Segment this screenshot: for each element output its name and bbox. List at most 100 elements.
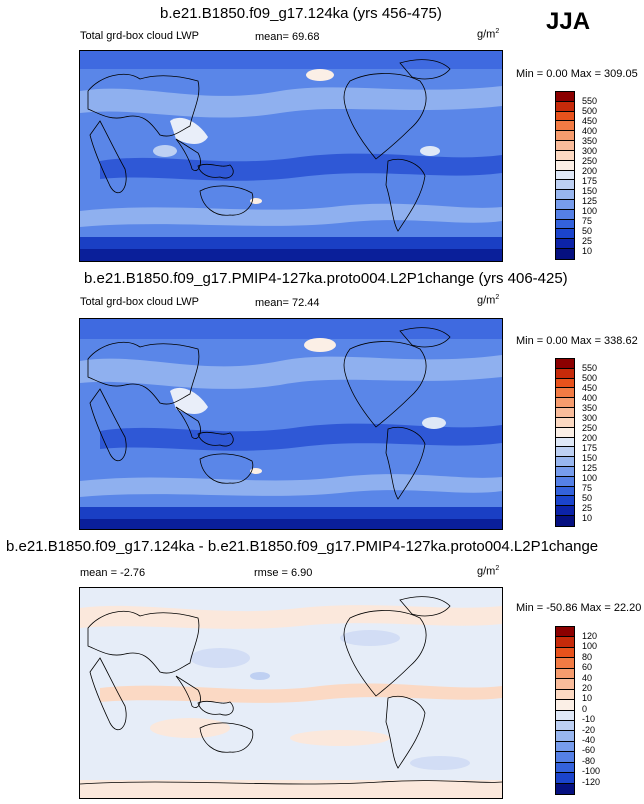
panel2-mean-value: 72.44 — [292, 297, 320, 309]
panel3-map-svg — [80, 588, 502, 798]
panel3-minmax: Min = -50.86 Max = 22.20 — [516, 602, 642, 614]
panel3-colorbar-labels: 120 100 80 60 40 20 10 0 -10 -20 -40 -60… — [582, 631, 622, 801]
panel2-colorbar-labels: 550 500 450 400 350 300 250 200 175 150 … — [582, 363, 622, 533]
colorbar-swatch — [556, 783, 574, 794]
panel2-units-exp: 2 — [495, 294, 500, 301]
colorbar-swatch — [556, 219, 574, 230]
panel2-legend-label: 75 — [582, 483, 593, 493]
colorbar-swatch — [556, 121, 574, 132]
panel1-legend-label: 500 — [582, 106, 598, 116]
panel1-legend-label: 150 — [582, 186, 598, 196]
panel3-mean: mean = -2.76 — [80, 567, 145, 579]
panel1-legend-label: 75 — [582, 216, 593, 226]
panel3-legend-label: -120 — [582, 776, 601, 787]
panel1-map — [79, 50, 503, 262]
panel3-legend-label: -80 — [582, 755, 596, 766]
panel2-legend-label: 125 — [582, 463, 598, 473]
panel3-legend-label: 10 — [582, 693, 593, 704]
panel1-legend-label: 200 — [582, 166, 598, 176]
colorbar-swatch — [556, 679, 574, 690]
panel2-map — [79, 318, 503, 530]
panel2-legend-label: 100 — [582, 473, 598, 483]
colorbar-swatch — [556, 368, 574, 379]
panel1-mean-label: mean= — [255, 31, 289, 43]
panel2-legend-label: 10 — [582, 513, 593, 523]
colorbar-swatch — [556, 637, 574, 648]
panel2-legend-label: 350 — [582, 403, 598, 413]
panel2-legend-label: 150 — [582, 453, 598, 463]
colorbar-swatch — [556, 773, 574, 784]
colorbar-swatch — [556, 506, 574, 516]
panel2-legend-label: 450 — [582, 383, 598, 393]
panel2-mean-label: mean= — [255, 297, 289, 309]
panel3-mean-label: mean = — [80, 567, 117, 579]
panel3-legend-label: 60 — [582, 662, 593, 673]
panel2-units: g/m2 — [477, 294, 499, 307]
colorbar-swatch — [556, 199, 574, 210]
panel3-legend-label: -60 — [582, 745, 596, 756]
panel1-legend-label: 400 — [582, 126, 598, 136]
colorbar-swatch — [556, 101, 574, 112]
panel1-legend-label: 125 — [582, 196, 598, 206]
panel3-title: b.e21.B1850.f09_g17.124ka - b.e21.B1850.… — [6, 538, 599, 555]
colorbar-swatch — [556, 160, 574, 171]
panel2-legend-label: 300 — [582, 413, 598, 423]
panel1-title: b.e21.B1850.f09_g17.124ka (yrs 456-475) — [160, 5, 442, 22]
panel2-units-base: g/m — [477, 294, 496, 307]
colorbar-swatch — [556, 378, 574, 389]
colorbar-swatch — [556, 710, 574, 721]
colorbar-swatch — [556, 700, 574, 711]
panel3-rmse-value: 6.90 — [291, 567, 313, 579]
panel1-legend-label: 175 — [582, 176, 598, 186]
panel1-units-base: g/m — [477, 28, 496, 41]
panel1-colorbar-labels: 550 500 450 400 350 300 250 200 175 150 … — [582, 96, 622, 266]
colorbar-swatch — [556, 486, 574, 497]
panel1-variable: Total grd-box cloud LWP — [80, 30, 200, 42]
colorbar-swatch — [556, 427, 574, 438]
colorbar-swatch — [556, 408, 574, 418]
panel2-title: b.e21.B1850.f09_g17.PMIP4-127ka.proto004… — [84, 270, 568, 287]
panel1-legend-label: 100 — [582, 206, 598, 216]
panel2-legend-label: 200 — [582, 433, 598, 443]
colorbar-swatch — [556, 239, 574, 249]
panel2-minmax: Min = 0.00 Max = 338.62 — [516, 335, 638, 347]
panel1-minmax: Min = 0.00 Max = 309.05 — [516, 68, 638, 80]
colorbar-swatch — [556, 647, 574, 659]
panel1-legend-label: 25 — [582, 236, 593, 246]
panel1-legend-label: 350 — [582, 136, 598, 146]
panel3-legend-label: -40 — [582, 735, 596, 745]
panel1-legend-label: 50 — [582, 226, 593, 236]
panel3-mean-value: -2.76 — [120, 567, 146, 579]
colorbar-swatch — [556, 359, 574, 369]
colorbar-swatch — [556, 111, 574, 122]
colorbar-swatch — [556, 720, 574, 732]
colorbar-swatch — [556, 516, 574, 526]
colorbar-swatch — [556, 180, 574, 191]
panel3-units-base: g/m — [477, 565, 496, 578]
panel2-legend-label: 50 — [582, 493, 593, 503]
panel1-mean: mean= 69.68 — [255, 31, 320, 43]
panel2-map-svg — [80, 319, 502, 529]
panel3-legend-label: 80 — [582, 651, 593, 662]
colorbar-swatch — [556, 131, 574, 142]
colorbar-swatch — [556, 447, 574, 458]
colorbar-swatch — [556, 466, 574, 477]
panel3-units: g/m2 — [477, 565, 499, 578]
panel1-units: g/m2 — [477, 28, 499, 41]
panel3-map — [79, 587, 503, 799]
panel3-legend-label: 100 — [582, 641, 598, 652]
colorbar-swatch — [556, 398, 574, 409]
colorbar-swatch — [556, 141, 574, 151]
colorbar-swatch — [556, 658, 574, 669]
colorbar-swatch — [556, 762, 574, 774]
colorbar-swatch — [556, 668, 574, 680]
colorbar-swatch — [556, 731, 574, 742]
panel1-colorbar — [555, 91, 575, 260]
colorbar-swatch — [556, 190, 574, 200]
colorbar-swatch — [556, 388, 574, 399]
panel3-legend-label: -10 — [582, 714, 596, 725]
panel1-map-svg — [80, 51, 502, 261]
panel1-legend-label: 550 — [582, 96, 598, 106]
colorbar-swatch — [556, 689, 574, 701]
panel2-legend-label: 500 — [582, 373, 598, 383]
